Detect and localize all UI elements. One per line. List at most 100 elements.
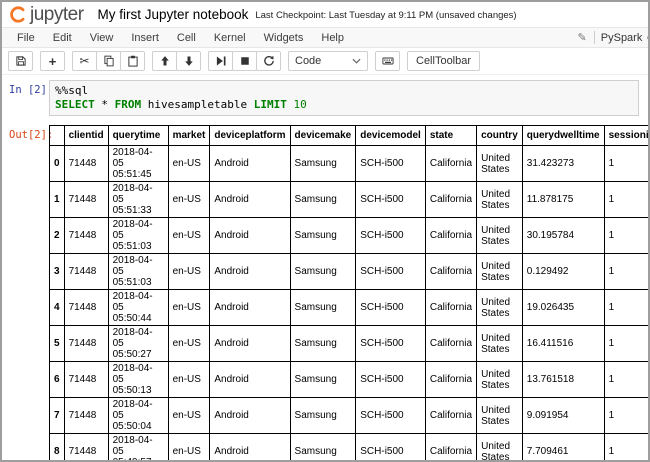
col-header-index	[49, 125, 65, 146]
pencil-icon: ✎	[577, 32, 587, 44]
move-cell-up-button[interactable]	[152, 51, 177, 71]
table-cell: SCH-i500	[355, 217, 426, 254]
table-cell: Android	[209, 253, 291, 290]
table-cell: 7.709461	[521, 433, 605, 460]
run-cell-button[interactable]	[208, 51, 233, 71]
table-cell: en-US	[167, 325, 211, 362]
table-cell: 2018-04-05 05:51:03	[107, 253, 169, 290]
col-header-sessionid: sessionid	[603, 125, 648, 146]
table-cell: SCH-i500	[355, 325, 426, 362]
row-index-cell: 4	[49, 289, 65, 326]
table-cell: 2018-04-05 05:49:57	[107, 433, 169, 460]
row-index-cell: 1	[49, 181, 65, 218]
output-prompt: Out[2]:	[9, 129, 54, 141]
table-cell: en-US	[167, 289, 211, 326]
col-header-market: market	[167, 125, 211, 146]
menu-kernel[interactable]: Kernel	[213, 31, 246, 44]
menu-view[interactable]: View	[89, 31, 114, 44]
table-cell: 11.878175	[521, 181, 605, 218]
menubar-right-indicators: ✎ PySpark ○	[578, 31, 648, 44]
jupyter-logo[interactable]: jupyter	[10, 5, 84, 24]
header-row: clientid querytime market deviceplatform…	[49, 125, 648, 146]
copy-icon	[103, 55, 114, 67]
table-cell: 2018-04-05 05:51:03	[107, 217, 169, 254]
celltoolbar-button[interactable]: CellToolbar	[407, 51, 481, 71]
table-cell: California	[424, 181, 478, 218]
table-cell: United States	[476, 397, 523, 434]
arrow-up-icon	[160, 56, 169, 66]
table-row: 4 71448 2018-04-05 05:50:44 en-US Android Sam…	[49, 289, 648, 326]
table-cell: Samsung	[289, 181, 357, 218]
table-cell: Samsung	[289, 145, 357, 182]
table-cell: 1	[603, 397, 648, 434]
output-area: clientid querytime market deviceplatform…	[49, 125, 648, 460]
col-header-state: state	[424, 125, 478, 146]
table-cell: en-US	[167, 253, 211, 290]
copy-cells-button[interactable]	[96, 51, 121, 71]
table-cell: Samsung	[289, 361, 357, 398]
table-cell: en-US	[167, 217, 211, 254]
table-cell: Samsung	[289, 433, 357, 460]
table-cell: Samsung	[289, 289, 357, 326]
row-index-cell: 8	[49, 433, 65, 460]
table-cell: 13.761518	[521, 361, 605, 398]
table-cell: Samsung	[289, 253, 357, 290]
plus-icon: +	[48, 53, 57, 69]
table-cell: 2018-04-05 05:50:27	[107, 325, 169, 362]
menu-cell[interactable]: Cell	[176, 31, 196, 44]
paste-cells-button[interactable]	[120, 51, 145, 71]
table-cell: 71448	[63, 397, 109, 434]
table-cell: 1	[603, 181, 648, 218]
notebook-title[interactable]: My first Jupyter notebook	[97, 7, 249, 22]
code-line-sql: SELECT * FROM hivesampletable LIMIT 10	[55, 98, 307, 111]
result-table-body: 0 71448 2018-04-05 05:51:45 en-US Android Sam…	[49, 145, 648, 460]
code-editor[interactable]: %%sql SELECT * FROM hivesampletable LIMI…	[49, 80, 639, 116]
table-cell: 1	[603, 433, 648, 460]
table-row: 1 71448 2018-04-05 05:51:33 en-US Android Sam…	[49, 181, 648, 218]
table-cell: Android	[209, 397, 291, 434]
table-cell: California	[424, 217, 478, 254]
table-cell: 71448	[63, 325, 109, 362]
menu-help[interactable]: Help	[321, 31, 344, 44]
table-cell: SCH-i500	[355, 145, 426, 182]
table-cell: en-US	[167, 361, 211, 398]
notebook-area: In [2]: %%sql SELECT * FROM hivesampleta…	[2, 75, 648, 460]
table-cell: 71448	[63, 181, 109, 218]
table-cell: 1	[603, 145, 648, 182]
table-cell: 1	[603, 289, 648, 326]
row-index-cell: 7	[49, 397, 65, 434]
table-cell: 19.026435	[521, 289, 605, 326]
save-button[interactable]	[8, 51, 33, 71]
table-row: 0 71448 2018-04-05 05:51:45 en-US Android Sam…	[49, 145, 648, 182]
result-table-header: clientid querytime market deviceplatform…	[49, 125, 648, 146]
table-cell: Android	[209, 289, 291, 326]
jupyter-logo-text: jupyter	[30, 4, 84, 25]
table-cell: Android	[209, 325, 291, 362]
command-palette-button[interactable]	[375, 51, 400, 71]
insert-cell-below-button[interactable]: +	[40, 51, 65, 71]
jupyter-logo-icon	[10, 6, 25, 23]
menu-edit[interactable]: Edit	[52, 31, 72, 44]
table-cell: 9.091954	[521, 397, 605, 434]
table-cell: Android	[209, 361, 291, 398]
row-index-cell: 2	[49, 217, 65, 254]
col-header-devicemodel: devicemodel	[355, 125, 426, 146]
table-cell: California	[424, 145, 478, 182]
menu-insert[interactable]: Insert	[131, 31, 159, 44]
table-cell: 1	[603, 325, 648, 362]
menu-file[interactable]: File	[17, 31, 35, 44]
table-cell: United States	[476, 325, 523, 362]
cell-type-dropdown[interactable]: Code	[288, 51, 368, 71]
table-cell: 71448	[63, 145, 109, 182]
cut-cells-button[interactable]: ✂	[72, 51, 97, 71]
restart-kernel-button[interactable]	[256, 51, 281, 71]
table-cell: 71448	[63, 253, 109, 290]
table-cell: 0.129492	[521, 253, 605, 290]
stop-icon	[240, 57, 249, 65]
table-cell: United States	[476, 289, 523, 326]
move-cell-down-button[interactable]	[176, 51, 201, 71]
interrupt-kernel-button[interactable]	[232, 51, 257, 71]
menu-widgets[interactable]: Widgets	[263, 31, 304, 44]
table-row: 5 71448 2018-04-05 05:50:27 en-US Android Sam…	[49, 325, 648, 362]
